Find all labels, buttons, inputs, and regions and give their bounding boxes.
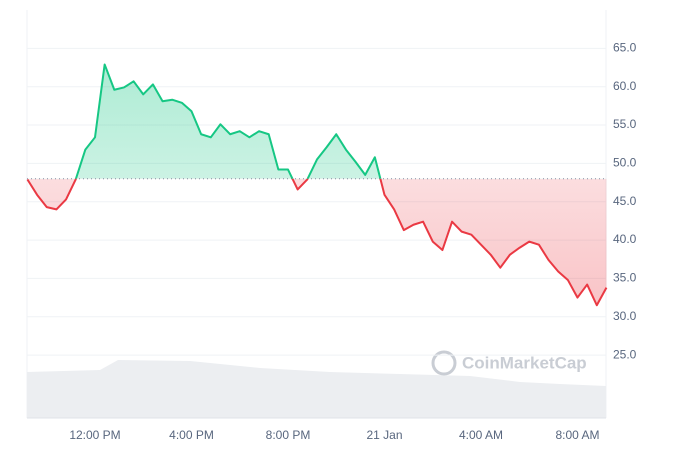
x-tick-label: 4:00 PM [169, 428, 214, 442]
y-tick-label: 25.0 [613, 347, 637, 361]
y-tick-label: 60.0 [613, 79, 637, 93]
x-tick-label: 12:00 PM [69, 428, 120, 442]
y-tick-label: 40.0 [613, 232, 637, 246]
y-tick-label: 55.0 [613, 117, 637, 131]
watermark-text: CoinMarketCap [462, 353, 587, 372]
x-tick-label: 21 Jan [366, 428, 402, 442]
x-tick-label: 4:00 AM [459, 428, 503, 442]
y-tick-label: 45.0 [613, 194, 637, 208]
y-tick-label: 65.0 [613, 41, 637, 55]
y-tick-label: 50.0 [613, 156, 637, 170]
watermark: CoinMarketCap [431, 350, 587, 376]
area-up [75, 64, 381, 179]
y-tick-label: 30.0 [613, 309, 637, 323]
y-tick-label: 35.0 [613, 271, 637, 285]
x-tick-label: 8:00 AM [555, 428, 599, 442]
volume-area [27, 360, 606, 418]
x-tick-label: 8:00 PM [266, 428, 311, 442]
price-line-up [74, 63, 382, 179]
area-down [27, 178, 607, 306]
watermark-logo [431, 350, 457, 376]
price-line-down [26, 178, 608, 307]
